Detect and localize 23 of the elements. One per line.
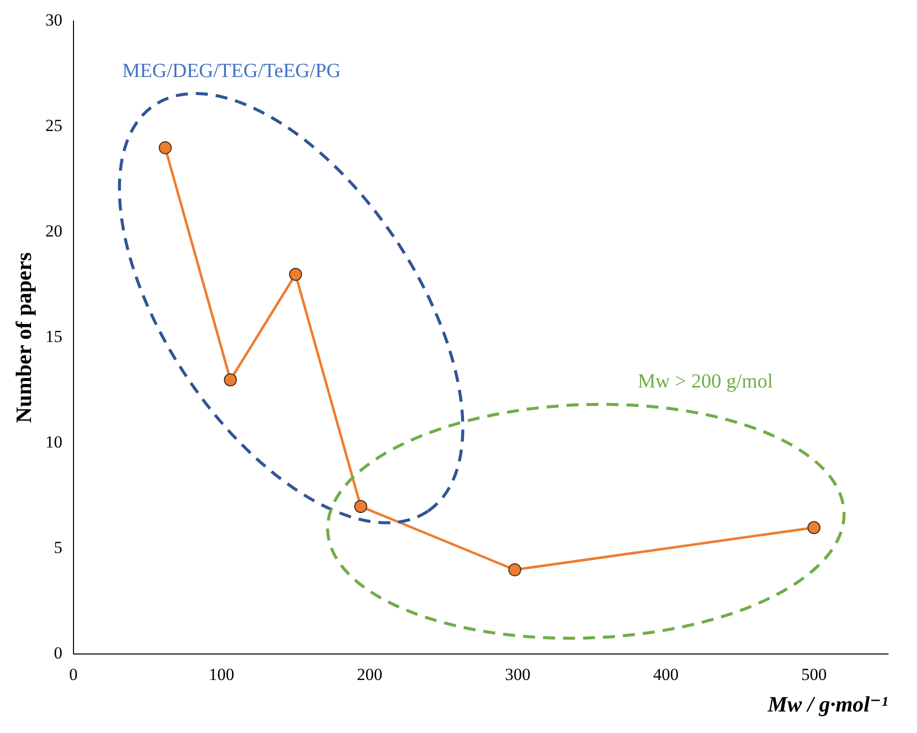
point [807,521,820,534]
y-tick-label: 25 [45,116,62,136]
point [508,563,522,576]
point [224,373,237,386]
annotation: MEG/DEG/TEG/TeEG/PG [122,60,341,82]
point [289,268,302,281]
y-tick-label: 10 [45,432,62,452]
y-tick-label: 20 [45,222,62,241]
x-tick-label: 500 [801,664,827,684]
x-tick-label: 0 [69,664,78,684]
y-tick-label: 0 [54,644,62,663]
x-tick-label: 200 [356,664,382,684]
x-tick-label: 300 [504,664,530,684]
point [158,141,172,154]
x-tick-label: 400 [653,664,679,684]
annotation: Mw > 200 g/mol [638,370,774,392]
x-axis-title: Mw / g·mol⁻¹ [766,691,888,716]
y-tick-label: 5 [54,538,62,558]
point [354,500,368,513]
y-tick-label: 30 [45,10,62,30]
y-tick-label: 15 [45,327,62,346]
y-axis-title: Number of papers [10,252,36,424]
x-tick-label: 100 [208,664,234,684]
